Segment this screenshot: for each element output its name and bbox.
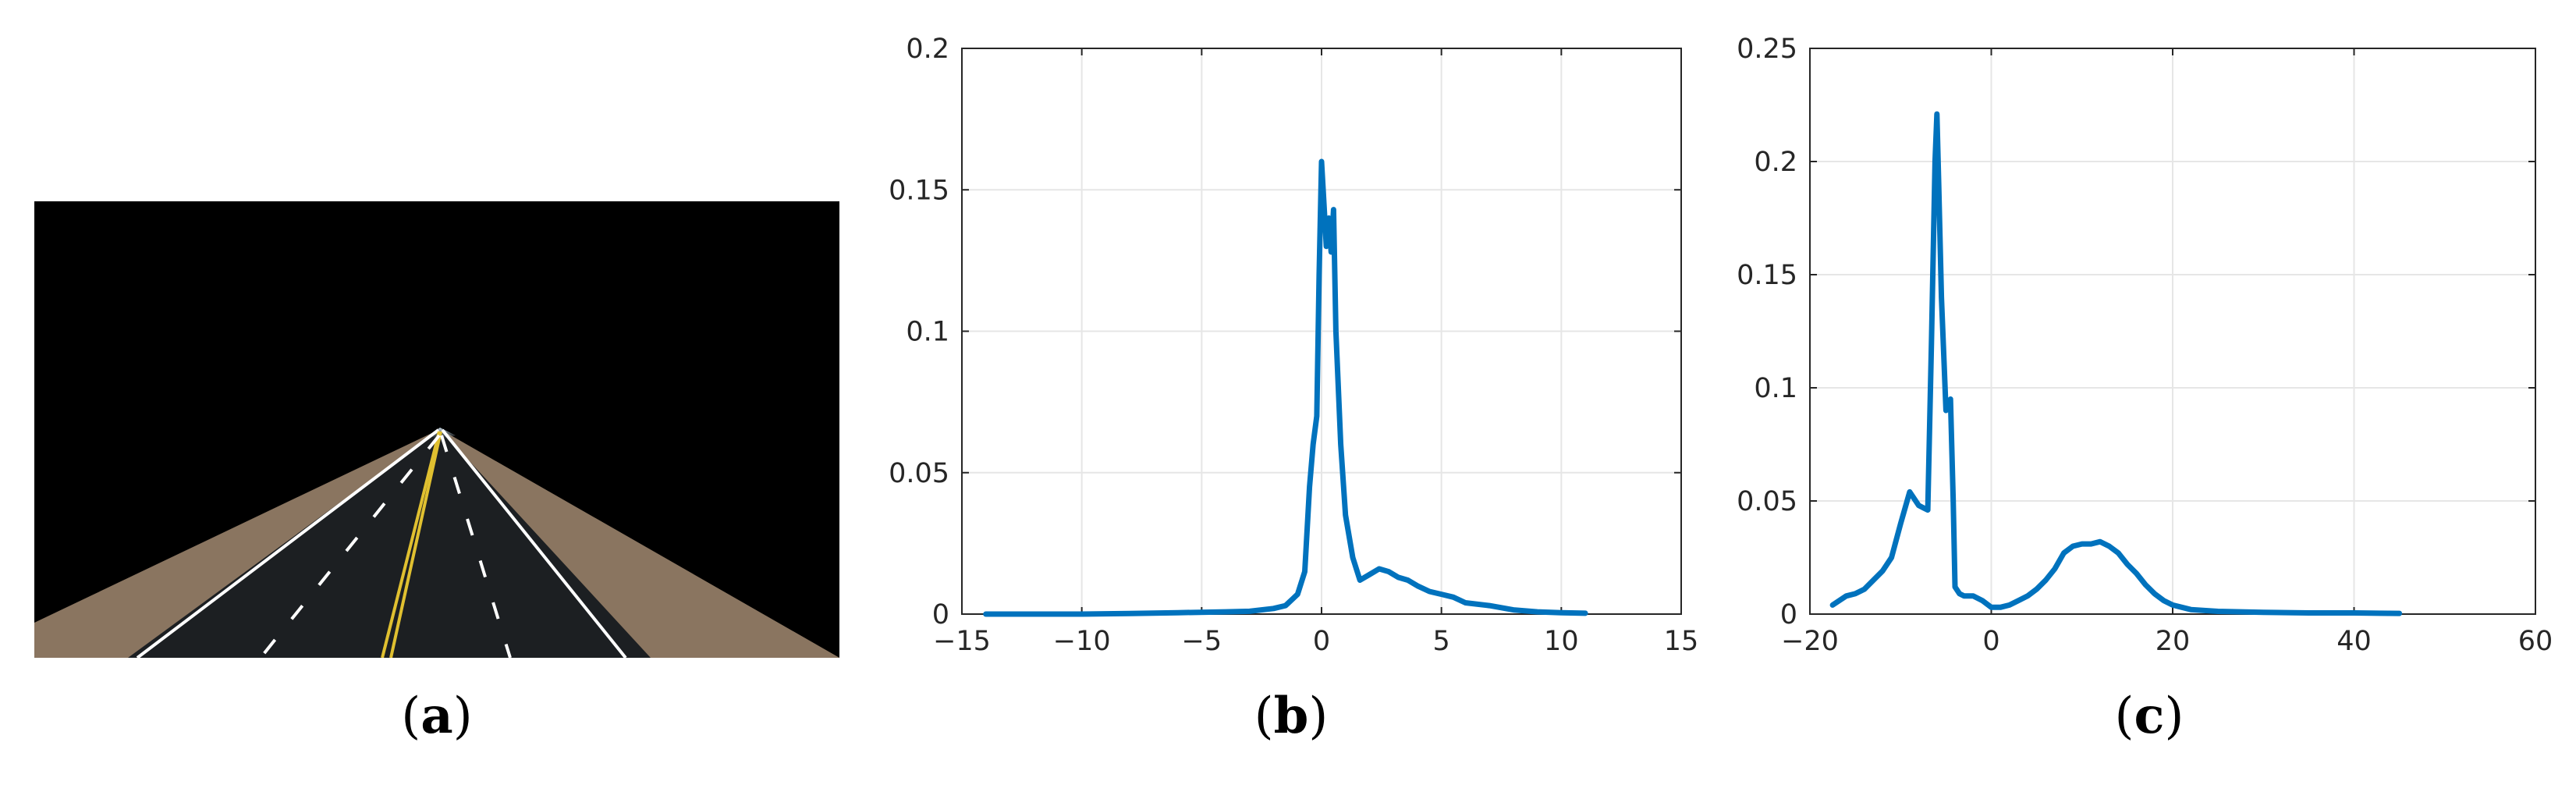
panel-label-a-letter: a bbox=[420, 687, 453, 745]
x-tick-label: 0 bbox=[1982, 626, 1999, 657]
plot-frame bbox=[961, 48, 1682, 615]
y-tick-label: 0.1 bbox=[906, 317, 949, 348]
x-tick-label: 15 bbox=[1664, 626, 1699, 657]
x-tick-label: 0 bbox=[1313, 626, 1330, 657]
series-line bbox=[983, 158, 1588, 617]
center-yellow-line-2 bbox=[389, 431, 442, 658]
y-tick-label: 0.15 bbox=[1737, 260, 1797, 291]
road-scene-image bbox=[34, 201, 839, 658]
x-tick-label: −10 bbox=[1053, 626, 1111, 657]
x-tick-label: −15 bbox=[933, 626, 991, 657]
road-edge-left-line bbox=[136, 428, 440, 658]
series-line bbox=[1829, 111, 2403, 616]
y-tick-label: 0.15 bbox=[889, 175, 949, 206]
road-asphalt bbox=[128, 429, 651, 658]
panel-label-b-letter: b bbox=[1273, 687, 1309, 745]
y-tick-label: 0 bbox=[932, 599, 949, 630]
panel-label-c-letter: c bbox=[2134, 687, 2165, 745]
y-tick-label: 0.25 bbox=[1737, 34, 1797, 65]
road-shoulder-right bbox=[440, 429, 839, 658]
panel-label-c: (c) bbox=[2114, 687, 2184, 745]
x-tick-label: 10 bbox=[1544, 626, 1579, 657]
x-tick-label: 60 bbox=[2518, 626, 2553, 657]
x-tick-label: 5 bbox=[1433, 626, 1450, 657]
y-tick-label: 0 bbox=[1780, 599, 1797, 630]
road-shoulder-left bbox=[34, 429, 440, 658]
y-tick-label: 0.05 bbox=[1737, 486, 1797, 517]
y-tick-label: 0.05 bbox=[889, 458, 949, 489]
x-tick-label: 20 bbox=[2156, 626, 2191, 657]
y-tick-label: 0.1 bbox=[1754, 373, 1797, 404]
y-tick-label: 0.2 bbox=[906, 34, 949, 65]
panel-label-b: (b) bbox=[1254, 687, 1329, 745]
x-tick-label: −20 bbox=[1781, 626, 1839, 657]
lane-dashes-left bbox=[259, 434, 441, 658]
panel-label-a: (a) bbox=[401, 687, 473, 745]
center-yellow-line-1 bbox=[381, 431, 441, 658]
road-edge-right-line bbox=[441, 428, 627, 658]
y-tick-label: 0.2 bbox=[1754, 147, 1797, 178]
x-tick-label: 40 bbox=[2336, 626, 2372, 657]
x-tick-label: −5 bbox=[1182, 626, 1222, 657]
plot-frame bbox=[1809, 48, 2536, 615]
